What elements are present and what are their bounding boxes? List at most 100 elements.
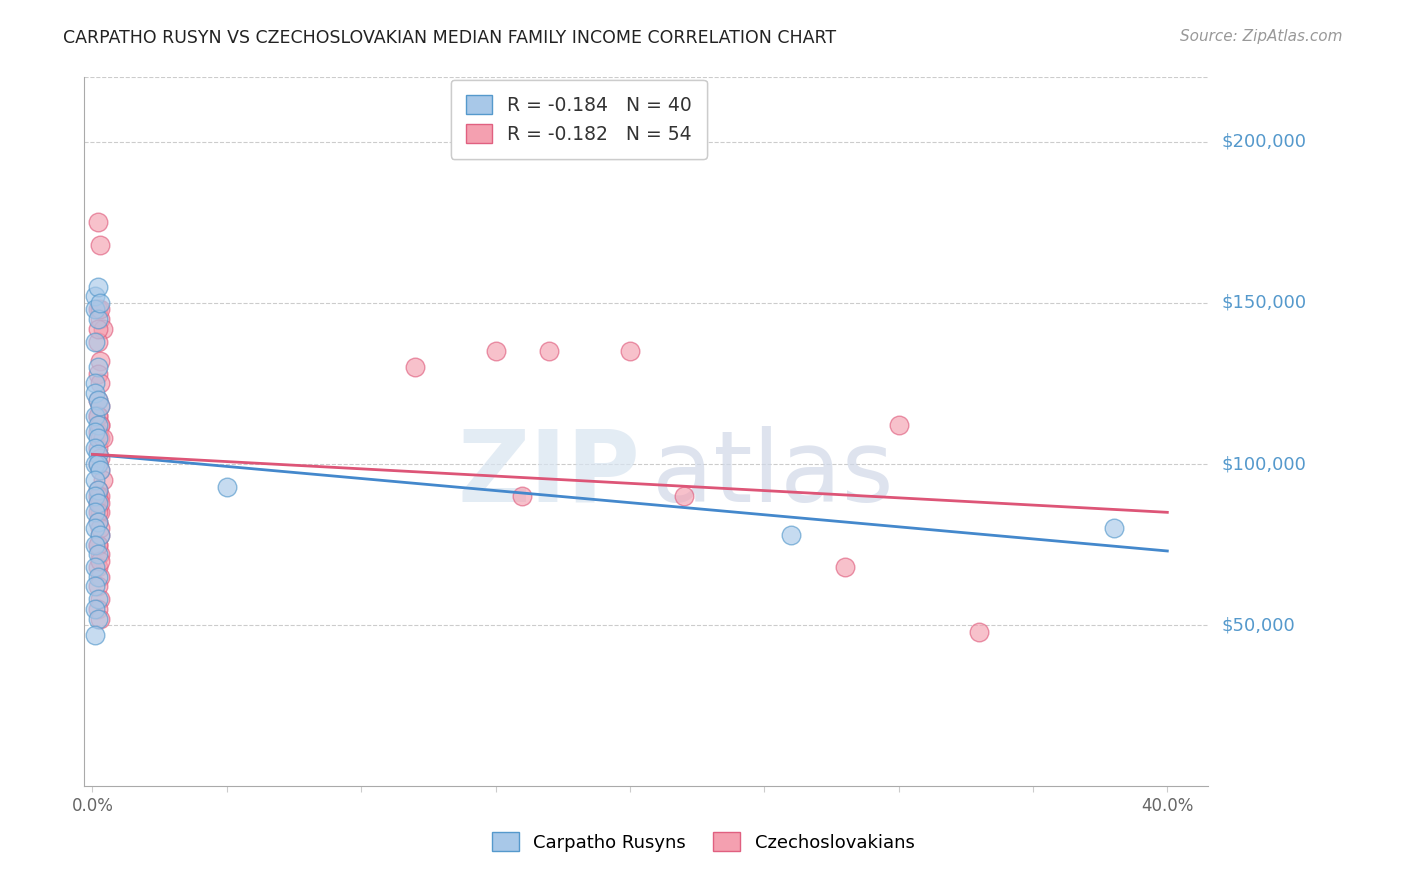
Point xyxy=(834,560,856,574)
Point xyxy=(91,431,114,445)
Point xyxy=(87,592,110,607)
Point xyxy=(87,547,110,561)
Point xyxy=(87,457,110,471)
Point xyxy=(87,447,110,461)
Point xyxy=(91,473,114,487)
Point xyxy=(404,360,426,375)
Point xyxy=(619,344,641,359)
Point xyxy=(672,489,695,503)
Point xyxy=(89,612,111,626)
Point xyxy=(87,537,110,551)
Point xyxy=(84,302,107,317)
Point xyxy=(87,515,110,529)
Point xyxy=(84,409,107,423)
Text: ZIP: ZIP xyxy=(457,425,640,523)
Point xyxy=(84,441,107,455)
Point xyxy=(84,334,107,349)
Point xyxy=(89,521,111,535)
Point xyxy=(512,489,534,503)
Point xyxy=(91,322,114,336)
Point xyxy=(87,505,110,519)
Point xyxy=(87,392,110,407)
Legend: Carpatho Rusyns, Czechoslovakians: Carpatho Rusyns, Czechoslovakians xyxy=(482,823,924,861)
Point xyxy=(84,473,107,487)
Point xyxy=(87,418,110,433)
Legend: R = -0.184   N = 40, R = -0.182   N = 54: R = -0.184 N = 40, R = -0.182 N = 54 xyxy=(450,79,707,159)
Point xyxy=(87,602,110,616)
Point xyxy=(87,302,110,317)
Point xyxy=(89,450,111,465)
Text: $50,000: $50,000 xyxy=(1222,616,1295,634)
Point xyxy=(89,399,111,413)
Text: $150,000: $150,000 xyxy=(1222,294,1306,312)
Point xyxy=(87,537,110,551)
Point xyxy=(89,463,111,477)
Point xyxy=(87,496,110,510)
Point xyxy=(89,547,111,561)
Point xyxy=(89,354,111,368)
Point xyxy=(84,457,107,471)
Point xyxy=(89,528,111,542)
Point xyxy=(84,425,107,439)
Point xyxy=(84,628,107,642)
Point xyxy=(87,392,110,407)
Point xyxy=(538,344,561,359)
Point xyxy=(87,570,110,584)
Point xyxy=(87,496,110,510)
Point xyxy=(87,215,110,229)
Point xyxy=(84,289,107,303)
Point xyxy=(87,457,110,471)
Point xyxy=(84,386,107,401)
Point xyxy=(887,418,910,433)
Point xyxy=(84,602,107,616)
Point xyxy=(89,592,111,607)
Point xyxy=(84,376,107,391)
Point xyxy=(87,280,110,294)
Point xyxy=(84,489,107,503)
Point xyxy=(215,479,238,493)
Point xyxy=(89,302,111,317)
Point xyxy=(87,483,110,497)
Point xyxy=(89,554,111,568)
Point xyxy=(87,409,110,423)
Point xyxy=(84,505,107,519)
Point xyxy=(89,399,111,413)
Text: Source: ZipAtlas.com: Source: ZipAtlas.com xyxy=(1180,29,1343,45)
Point xyxy=(87,409,110,423)
Point xyxy=(87,483,110,497)
Point xyxy=(89,376,111,391)
Point xyxy=(89,463,111,477)
Point xyxy=(89,431,111,445)
Point xyxy=(87,360,110,375)
Point xyxy=(89,418,111,433)
Point xyxy=(87,334,110,349)
Point xyxy=(89,489,111,503)
Point xyxy=(89,418,111,433)
Point xyxy=(87,367,110,381)
Point xyxy=(89,528,111,542)
Point xyxy=(87,322,110,336)
Point xyxy=(87,431,110,445)
Point xyxy=(89,238,111,252)
Point xyxy=(84,560,107,574)
Text: atlas: atlas xyxy=(651,425,893,523)
Point xyxy=(87,515,110,529)
Point xyxy=(89,496,111,510)
Point xyxy=(89,570,111,584)
Point xyxy=(87,425,110,439)
Point xyxy=(484,344,506,359)
Point xyxy=(84,579,107,593)
Point xyxy=(87,489,110,503)
Point xyxy=(87,612,110,626)
Point xyxy=(780,528,803,542)
Point xyxy=(87,441,110,455)
Point xyxy=(89,505,111,519)
Point xyxy=(84,521,107,535)
Point xyxy=(1102,521,1125,535)
Point xyxy=(967,624,990,639)
Point xyxy=(89,312,111,326)
Text: $200,000: $200,000 xyxy=(1222,133,1306,151)
Point xyxy=(84,537,107,551)
Text: CARPATHO RUSYN VS CZECHOSLOVAKIAN MEDIAN FAMILY INCOME CORRELATION CHART: CARPATHO RUSYN VS CZECHOSLOVAKIAN MEDIAN… xyxy=(63,29,837,47)
Point xyxy=(87,312,110,326)
